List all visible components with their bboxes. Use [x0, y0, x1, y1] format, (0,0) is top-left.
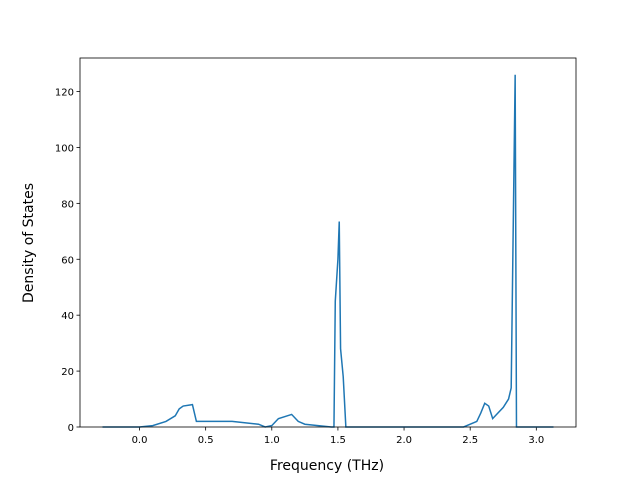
y-tick-label: 80	[61, 199, 74, 210]
x-tick-label: 0.5	[198, 435, 214, 446]
x-tick-label: 2.5	[462, 435, 478, 446]
x-tick-label: 1.5	[330, 435, 346, 446]
y-tick-label: 120	[55, 88, 74, 99]
y-axis-label: Density of States	[21, 183, 37, 303]
series-line	[102, 74, 554, 428]
x-tick-label: 0.0	[132, 435, 148, 446]
plot-frame	[79, 57, 577, 428]
y-tick-label: 40	[61, 311, 74, 322]
y-tick-label: 0	[68, 423, 74, 434]
x-axis-label: Frequency (THz)	[270, 458, 384, 474]
x-tick-label: 2.0	[396, 435, 412, 446]
x-tick-label: 3.0	[528, 435, 544, 446]
x-tick-label: 1.0	[264, 435, 280, 446]
y-tick-label: 60	[61, 255, 74, 266]
y-tick-label: 100	[55, 143, 74, 154]
y-tick-label: 20	[61, 367, 74, 378]
